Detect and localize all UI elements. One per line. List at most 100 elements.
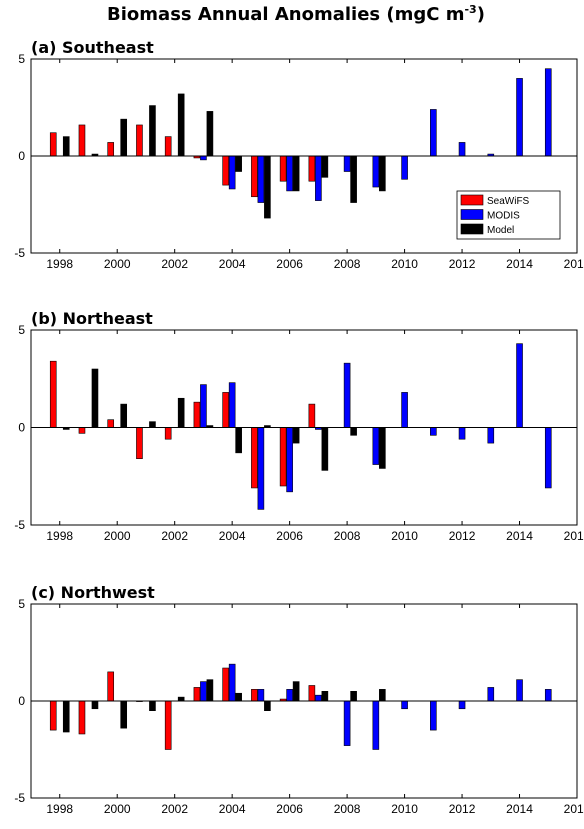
bar-modis-2005 — [257, 689, 265, 702]
chart-panel-1: (a) Southeast 1998 2000 2002 2004 2006 2008 201… — [14, 38, 584, 271]
bar-modis-2006 — [286, 427, 293, 493]
bar-model-2003 — [206, 111, 214, 157]
y-tick-label: 0 — [18, 421, 25, 435]
bar-seawifs-2007 — [308, 685, 316, 702]
bar-seawifs-2002 — [164, 700, 172, 750]
x-tick-label: 2012 — [449, 257, 476, 271]
bar-seawifs-2002 — [164, 427, 172, 440]
bar-seawifs-1999 — [78, 427, 86, 434]
legend: SeaWiFS MODIS Model — [456, 190, 561, 240]
x-tick-label: 2002 — [161, 529, 188, 543]
bar-model-2004 — [235, 427, 242, 454]
bar-model-2009 — [379, 427, 386, 469]
x-tick-label: 2006 — [276, 802, 303, 816]
legend-swatch-seawifs — [460, 194, 484, 206]
bar-modis-2006 — [286, 689, 293, 702]
bar-model-2002 — [177, 93, 185, 157]
bar-model-1998 — [62, 700, 70, 733]
bar-seawifs-2002 — [164, 136, 172, 157]
bar-modis-2009 — [372, 427, 380, 465]
x-tick-label: 2004 — [219, 802, 246, 816]
bar-modis-2014 — [516, 679, 523, 702]
legend-label-model: Model — [487, 225, 514, 236]
bar-seawifs-2005 — [251, 427, 258, 489]
bar-seawifs-1998 — [49, 700, 57, 731]
bar-modis-2013 — [487, 687, 495, 702]
figure-title-close: ) — [477, 4, 485, 25]
x-tick-label: 2006 — [276, 257, 303, 271]
bar-modis-2014 — [516, 78, 523, 157]
bar-seawifs-2004 — [222, 667, 229, 702]
bar-modis-2006 — [286, 155, 293, 192]
x-tick-label: 2016 — [564, 802, 584, 816]
y-tick-label: 5 — [18, 597, 25, 611]
bar-modis-2010 — [401, 155, 408, 180]
bar-modis-2013 — [487, 427, 495, 444]
chart-panel-3: (c) Northwest 1998 2000 2002 2004 2006 2008 201… — [14, 583, 584, 816]
bar-model-2007 — [321, 690, 329, 702]
bar-seawifs-1998 — [49, 132, 57, 157]
bar-modis-2008 — [343, 362, 351, 428]
bar-modis-2010 — [401, 392, 408, 428]
x-tick-label: 2010 — [391, 529, 418, 543]
figure-title-superscript: -3 — [464, 3, 476, 16]
x-tick-label: 2002 — [161, 802, 188, 816]
bar-seawifs-2006 — [279, 427, 287, 487]
x-tick-label: 2012 — [449, 802, 476, 816]
bar-modis-2008 — [343, 700, 351, 746]
bar-modis-2015 — [544, 427, 552, 489]
bar-modis-2010 — [401, 700, 408, 710]
bar-modis-2005 — [257, 155, 265, 203]
x-tick-label: 2000 — [104, 802, 131, 816]
x-tick-label: 2014 — [506, 257, 533, 271]
x-tick-label: 2006 — [276, 529, 303, 543]
bar-model-2003 — [206, 679, 214, 702]
bar-model-2008 — [350, 155, 357, 203]
x-tick-label: 2008 — [334, 257, 361, 271]
legend-label-seawifs: SeaWiFS — [487, 196, 530, 207]
panel-title: (c) Northwest — [31, 583, 155, 602]
bar-seawifs-1999 — [78, 124, 86, 157]
bar-modis-2003 — [200, 384, 207, 428]
bar-modis-2007 — [315, 155, 322, 201]
bar-seawifs-2001 — [136, 427, 143, 460]
x-tick-label: 2004 — [219, 529, 246, 543]
bar-model-1999 — [91, 368, 99, 428]
figure-title-main: Biomass Annual Anomalies (mgC m — [107, 4, 464, 25]
bar-seawifs-2000 — [107, 671, 115, 702]
chart-panel-2: (b) Northeast 1998 2000 2002 2004 2006 2008 201… — [14, 309, 584, 543]
bar-seawifs-2005 — [251, 155, 258, 198]
x-tick-label: 2010 — [391, 257, 418, 271]
bar-modis-2004 — [228, 663, 236, 702]
x-tick-label: 1998 — [46, 529, 73, 543]
y-tick-label: -5 — [14, 791, 25, 805]
bar-model-2006 — [292, 155, 300, 192]
bar-seawifs-2003 — [193, 401, 201, 428]
bar-modis-2008 — [343, 155, 351, 172]
legend-swatch-modis — [460, 209, 484, 220]
bar-modis-2011 — [430, 427, 437, 436]
bar-model-2001 — [149, 105, 156, 157]
bar-model-2008 — [350, 690, 357, 702]
bar-model-1999 — [91, 700, 99, 710]
bar-modis-2007 — [315, 694, 322, 702]
x-tick-label: 1998 — [46, 257, 73, 271]
x-tick-label: 2014 — [506, 802, 533, 816]
bar-seawifs-2003 — [193, 687, 201, 702]
x-tick-label: 2008 — [334, 529, 361, 543]
bar-modis-2012 — [458, 700, 466, 710]
bar-modis-2005 — [257, 427, 265, 510]
bar-model-2001 — [149, 421, 156, 428]
x-tick-label: 2002 — [161, 257, 188, 271]
x-tick-label: 1998 — [46, 802, 73, 816]
bar-model-2000 — [120, 700, 128, 729]
bar-model-2008 — [350, 427, 357, 436]
bar-modis-2014 — [516, 343, 523, 428]
panel-title: (a) Southeast — [31, 38, 154, 57]
bar-seawifs-2000 — [107, 142, 115, 157]
bar-model-2002 — [177, 696, 185, 702]
bar-seawifs-2001 — [136, 124, 143, 157]
x-tick-label: 2000 — [104, 257, 131, 271]
legend-label-modis: MODIS — [487, 211, 520, 222]
